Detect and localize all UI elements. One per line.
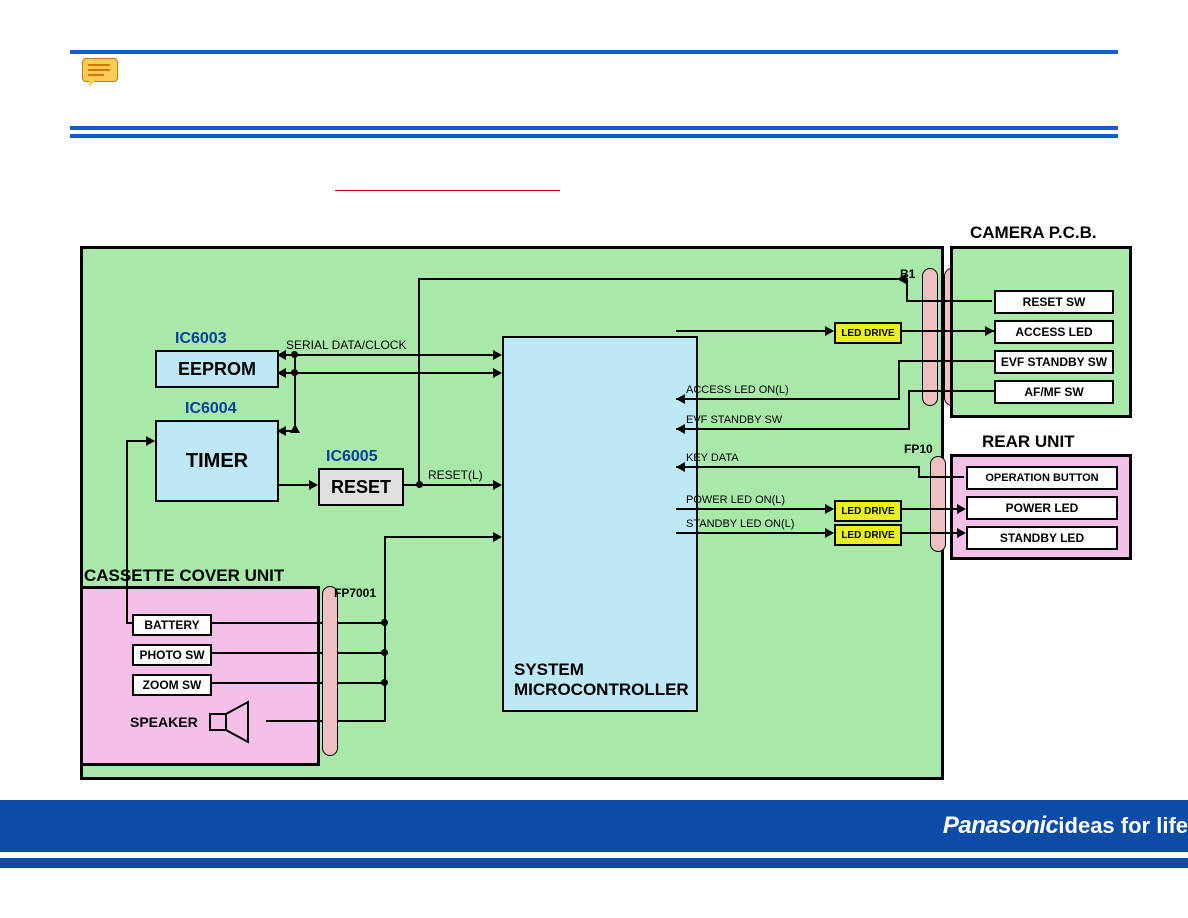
red-underline [335, 190, 560, 191]
wire [277, 354, 493, 356]
led-drive-3: LED DRIVE [834, 524, 902, 546]
wire [900, 508, 964, 510]
photo-sw: PHOTO SW [132, 644, 212, 666]
ic6003-label: IC6003 [175, 330, 227, 348]
access-led: ACCESS LED [994, 320, 1114, 344]
ic6003-box: EEPROM [155, 350, 279, 388]
wire [294, 354, 296, 432]
wire [676, 508, 826, 510]
fp10-label: FP10 [904, 442, 933, 456]
ic6005-label: IC6005 [326, 448, 378, 466]
wire [906, 300, 992, 302]
fp7001-label: FP7001 [334, 586, 376, 600]
wire [338, 622, 386, 624]
cassette-title: CASSETTE COVER UNIT [84, 566, 284, 586]
wire [384, 622, 386, 722]
evf-label: EVF STANDBY SW [686, 414, 782, 426]
wire [126, 622, 132, 624]
evf-standby-sw: EVF STANDBY SW [994, 350, 1114, 374]
rear-unit-title: REAR UNIT [982, 432, 1075, 452]
wire [338, 682, 386, 684]
top-rule-2 [70, 126, 1118, 130]
powerled-label: POWER LED ON(L) [686, 494, 785, 506]
wire [676, 466, 920, 468]
standby-led: STANDBY LED [966, 526, 1118, 550]
wire [338, 720, 386, 722]
power-led: POWER LED [966, 496, 1118, 520]
ic6001-text1: SYSTEM [514, 660, 584, 680]
connector-fp10 [930, 456, 946, 552]
wire [906, 278, 908, 302]
comment-icon [82, 58, 118, 82]
standbyled-label: STANDBY LED ON(L) [686, 518, 794, 530]
led-drive-2: LED DRIVE [834, 500, 902, 522]
zoom-sw: ZOOM SW [132, 674, 212, 696]
ic6001-box: SYSTEM MICROCONTROLLER [502, 336, 698, 712]
wire [338, 652, 386, 654]
wire [384, 536, 494, 538]
led-drive-1: LED DRIVE [834, 322, 902, 344]
wire [898, 360, 994, 362]
wire [266, 720, 322, 722]
ic6005-box: RESET [318, 468, 404, 506]
ic6001-text2: MICROCONTROLLER [514, 680, 689, 700]
top-rule-3 [70, 134, 1118, 138]
keydata-label: KEY DATA [686, 452, 739, 464]
footer-rule [0, 858, 1188, 868]
battery: BATTERY [132, 614, 212, 636]
operation-button: OPERATION BUTTON [966, 466, 1118, 490]
wire [418, 278, 908, 280]
wire [900, 532, 964, 534]
wire [900, 330, 994, 332]
ic6004-box: TIMER [155, 420, 279, 502]
wire [210, 652, 322, 654]
wire [418, 278, 420, 486]
footer-bar: Panasonic ideas for life [0, 800, 1188, 852]
wire [384, 536, 386, 624]
wire [908, 390, 910, 430]
wire [126, 440, 128, 624]
footer-brand: Panasonic [943, 812, 1059, 840]
serial-label: SERIAL DATA/CLOCK [286, 338, 406, 352]
wire [676, 330, 826, 332]
ic6004-label: IC6004 [185, 400, 237, 418]
wire [277, 484, 309, 486]
wire [676, 532, 826, 534]
access-led-label: ACCESS LED ON(L) [686, 384, 789, 396]
connector-b1 [922, 268, 938, 406]
speaker-label: SPEAKER [130, 714, 198, 730]
wire [210, 622, 322, 624]
wire [277, 372, 493, 374]
reset-sw: RESET SW [994, 290, 1114, 314]
wire [676, 398, 900, 400]
wire [898, 360, 900, 400]
camera-pcb-title: CAMERA P.C.B. [970, 223, 1097, 243]
top-rule-1 [70, 50, 1118, 54]
wire [908, 390, 994, 392]
wire [918, 476, 964, 478]
connector-fp7001 [322, 586, 338, 756]
footer-tagline: ideas for life [1058, 813, 1188, 839]
wire [676, 428, 910, 430]
reset-label: RESET(L) [428, 468, 483, 482]
wire [210, 682, 322, 684]
afmf-sw: AF/MF SW [994, 380, 1114, 404]
speaker-icon [208, 700, 264, 744]
